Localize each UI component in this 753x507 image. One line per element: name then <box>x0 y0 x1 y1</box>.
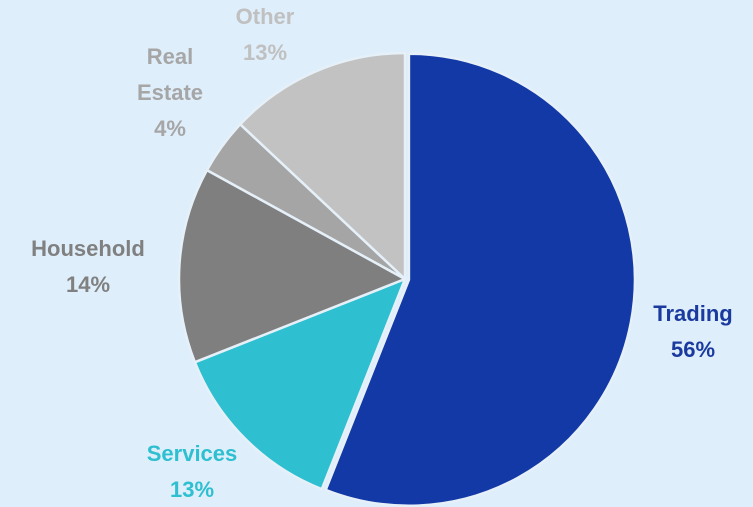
label-line: Other <box>236 4 295 29</box>
label-line: Services <box>147 441 238 466</box>
slice-label: Real Estate <box>137 44 203 105</box>
value-label: 56% <box>671 337 715 362</box>
slice-label: Trading <box>653 301 732 326</box>
value-label: 13% <box>170 477 214 502</box>
value-label: 4% <box>154 116 186 141</box>
pie-slice <box>324 52 637 507</box>
pie-slice <box>238 51 407 282</box>
label-line: Real <box>147 44 193 69</box>
value-label: 14% <box>66 272 110 297</box>
slice-label: Household <box>31 236 145 261</box>
pie-slice <box>177 168 408 364</box>
value-label: 13% <box>243 40 287 65</box>
label-line: Trading <box>653 301 732 326</box>
pie-slice <box>193 276 408 491</box>
label-line: Household <box>31 236 145 261</box>
slice-label: Other <box>236 4 295 29</box>
slice-label: Services <box>147 441 238 466</box>
label-line: Estate <box>137 80 203 105</box>
